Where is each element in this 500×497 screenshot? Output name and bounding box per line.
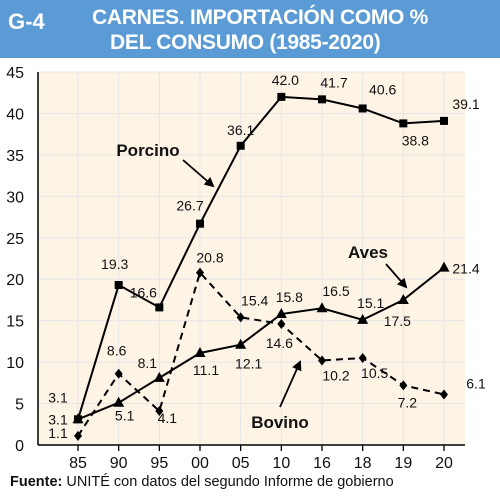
data-label: 14.6 (266, 335, 293, 351)
data-label: 1.1 (48, 425, 68, 441)
data-label: 10.5 (361, 365, 388, 381)
marker-diamond (358, 352, 367, 363)
y-tick-label: 15 (6, 314, 24, 331)
marker-triangle (235, 338, 247, 349)
data-label: 16.6 (130, 284, 157, 300)
marker-square (114, 281, 123, 290)
source-text: UNITÉ con datos del segundo Informe de g… (66, 474, 394, 490)
y-tick-label: 35 (6, 148, 24, 165)
marker-triangle (397, 293, 409, 304)
data-label: 15.4 (241, 292, 268, 308)
chart-code: G-4 (8, 9, 45, 34)
series-line-aves (77, 266, 445, 421)
y-tick-label: 30 (6, 189, 24, 206)
series-line-bovino (77, 270, 445, 437)
data-label: 42.0 (272, 72, 299, 88)
y-tick-label: 0 (15, 438, 24, 455)
x-tick-label: 16 (313, 455, 331, 472)
marker-diamond (114, 368, 123, 379)
data-label: 3.1 (48, 411, 68, 427)
data-label: 26.7 (176, 198, 203, 214)
marker-square (236, 141, 245, 150)
data-label: 5.1 (115, 408, 135, 424)
marker-square (196, 219, 204, 228)
series-name-porcino: Porcino (116, 141, 179, 160)
marker-diamond (440, 389, 448, 400)
marker-triangle (316, 302, 328, 313)
source-label: Fuente: (10, 474, 63, 490)
marker-square (318, 95, 326, 104)
x-tick-label: 19 (394, 455, 412, 472)
marker-triangle (275, 308, 287, 319)
data-label: 8.1 (138, 355, 158, 371)
series-pointer-arrow (279, 360, 302, 408)
marker-square (155, 303, 164, 312)
chart-title-line1: CARNES. IMPORTACIÓN COMO % (92, 6, 428, 29)
y-tick-label: 25 (6, 231, 24, 248)
series-name-bovino: Bovino (251, 413, 309, 432)
marker-square (277, 92, 286, 101)
series-line-porcino (77, 95, 445, 420)
data-label: 38.8 (402, 132, 429, 148)
x-tick-label: 95 (150, 455, 168, 472)
marker-diamond (236, 312, 245, 323)
marker-diamond (318, 355, 326, 366)
x-tick-label: 10 (272, 455, 290, 472)
y-tick-label: 20 (6, 272, 24, 289)
y-tick-label: 5 (15, 397, 24, 414)
marker-diamond (399, 380, 408, 391)
data-label: 41.7 (320, 74, 347, 90)
x-tick-label: 20 (435, 455, 453, 472)
y-tick-label: 45 (6, 65, 24, 82)
marker-triangle (357, 313, 369, 324)
chart-title-line2: DEL CONSUMO (1985-2020) (110, 31, 381, 54)
data-label: 19.3 (101, 256, 128, 272)
chart-source: Fuente: UNITÉ con datos del segundo Info… (10, 474, 394, 490)
marker-triangle (113, 396, 125, 407)
x-tick-label: 85 (69, 455, 87, 472)
marker-triangle (72, 413, 84, 424)
x-tick-label: 00 (191, 455, 209, 472)
data-label: 3.1 (48, 389, 68, 405)
data-label: 40.6 (369, 81, 396, 97)
data-label: 10.2 (322, 367, 349, 383)
data-label: 16.5 (322, 283, 349, 299)
data-label: 6.1 (466, 375, 486, 391)
data-label: 15.1 (357, 295, 384, 311)
marker-triangle (194, 346, 206, 357)
marker-triangle (438, 261, 450, 272)
marker-square (399, 119, 408, 128)
data-label: 11.1 (193, 362, 219, 378)
data-label: 7.2 (398, 394, 418, 410)
series-name-aves: Aves (348, 243, 388, 262)
data-label: 15.8 (276, 289, 303, 305)
x-tick-label: 05 (232, 455, 250, 472)
x-tick-label: 18 (354, 455, 372, 472)
series-pointer-arrow (182, 159, 215, 188)
data-label: 21.4 (452, 261, 479, 277)
marker-square (440, 116, 448, 125)
x-tick-label: 90 (110, 455, 128, 472)
series-pointer-arrow (385, 263, 408, 289)
marker-diamond (277, 318, 286, 329)
marker-diamond (74, 430, 82, 441)
data-label: 20.8 (196, 250, 223, 266)
data-label: 17.5 (384, 313, 411, 329)
marker-square (358, 104, 367, 113)
marker-diamond (196, 267, 204, 278)
data-label: 4.1 (158, 410, 178, 426)
marker-triangle (153, 371, 165, 382)
marker-diamond (155, 406, 164, 417)
data-label: 8.6 (107, 343, 127, 359)
chart-header: G-4 CARNES. IMPORTACIÓN COMO % DEL CONSU… (0, 0, 500, 58)
y-tick-label: 10 (6, 355, 24, 372)
y-tick-label: 40 (6, 106, 24, 123)
data-label: 39.1 (452, 96, 479, 112)
data-label: 36.1 (227, 122, 254, 138)
data-label: 12.1 (235, 356, 262, 372)
